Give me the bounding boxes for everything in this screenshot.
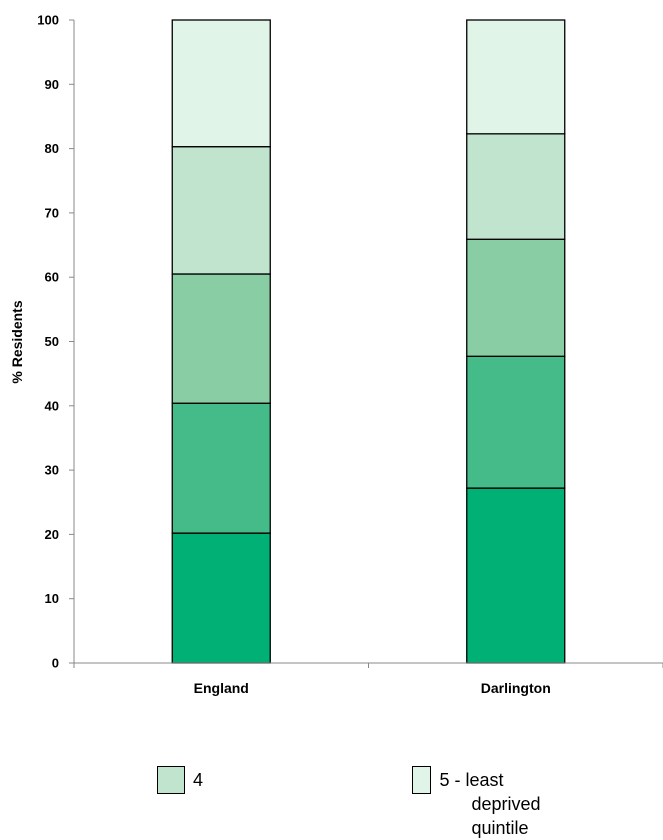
legend-item-5: 5 - least deprived quintile bbox=[412, 766, 549, 840]
legend-label-4: 4 bbox=[193, 770, 204, 790]
y-tick-label: 60 bbox=[45, 270, 59, 285]
legend-item-4: 4 bbox=[157, 766, 203, 794]
y-axis: 0 10 20 30 40 50 60 70 80 90 100 bbox=[37, 13, 75, 671]
bar-segment-england-4 bbox=[171, 146, 271, 275]
legend-label-5-line1: 5 - least bbox=[439, 770, 504, 790]
y-tick-label: 30 bbox=[45, 463, 59, 478]
y-tick-label: 80 bbox=[45, 141, 59, 156]
bar-segment-darlington-2 bbox=[466, 355, 566, 489]
legend-swatch-4 bbox=[157, 766, 185, 794]
bar-segment-england-1 bbox=[171, 532, 271, 664]
y-tick-label: 90 bbox=[45, 77, 59, 92]
y-tick-label: 40 bbox=[45, 398, 59, 413]
x-category-label: England bbox=[194, 680, 249, 696]
x-category-label: Darlington bbox=[481, 680, 551, 696]
legend-swatch-5 bbox=[412, 766, 432, 794]
y-axis-title: % Residents bbox=[9, 300, 25, 383]
legend-label-5-line2: deprived quintile bbox=[471, 794, 541, 838]
bar-segment-darlington-4 bbox=[466, 133, 566, 240]
y-tick-label: 50 bbox=[45, 334, 59, 349]
bar-segment-darlington-1 bbox=[466, 487, 566, 664]
bars bbox=[171, 19, 566, 664]
y-tick-label: 10 bbox=[45, 591, 59, 606]
y-tick-label: 20 bbox=[45, 527, 59, 542]
legend-label-5: 5 - least deprived quintile bbox=[439, 766, 549, 840]
x-axis: England Darlington bbox=[73, 662, 663, 696]
y-tick-label: 0 bbox=[52, 656, 59, 671]
bar-segment-england-2 bbox=[171, 402, 271, 534]
bar-segment-darlington-3 bbox=[466, 238, 566, 357]
y-tick-label: 70 bbox=[45, 205, 59, 220]
bar-segment-darlington-5 bbox=[466, 19, 566, 135]
y-tick-label: 100 bbox=[37, 13, 59, 28]
bar-segment-england-3 bbox=[171, 273, 271, 404]
bar-segment-england-5 bbox=[171, 19, 271, 148]
